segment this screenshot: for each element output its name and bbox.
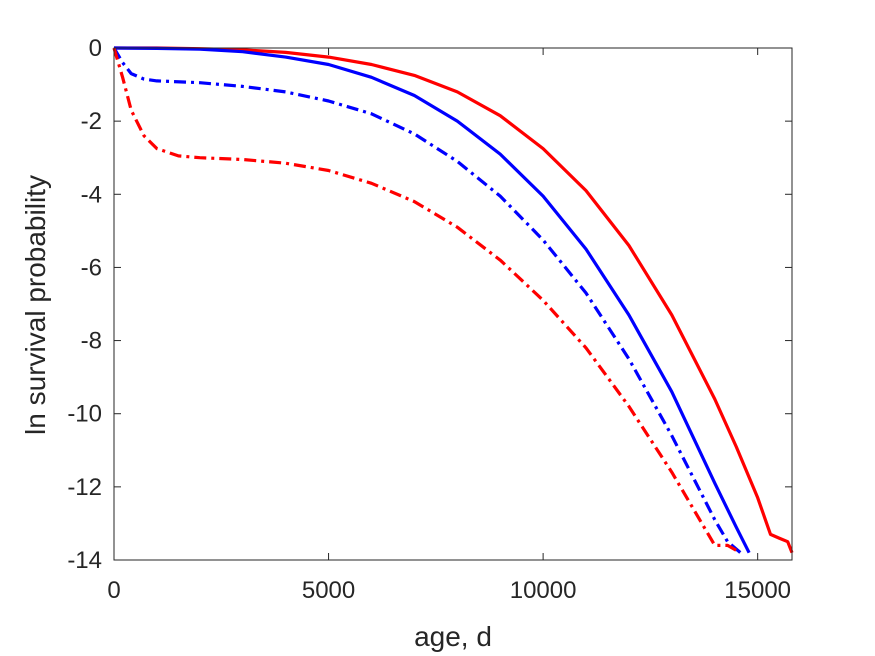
x-tick-label: 15000 bbox=[724, 577, 791, 604]
y-axis-title: ln survival probability bbox=[20, 175, 51, 435]
series-layer bbox=[112, 46, 794, 555]
series-line-1-solid bbox=[114, 46, 794, 554]
series-line-3-dashdot bbox=[112, 47, 742, 554]
axes-layer bbox=[113, 47, 793, 561]
y-tick-label: -4 bbox=[81, 181, 102, 208]
labels-layer: 0 5000 10000 15000 0 -2 -4 -6 -8 -10 -12 -14 bbox=[67, 35, 791, 604]
y-tick-label: -10 bbox=[67, 401, 102, 428]
y-tick-label: -8 bbox=[81, 328, 102, 355]
x-tick-label: 0 bbox=[107, 577, 120, 604]
series-line-4-dashdot bbox=[112, 47, 742, 555]
x-axis-title: age, d bbox=[414, 621, 492, 652]
x-tick-label: 5000 bbox=[302, 577, 355, 604]
series-line-2-solid bbox=[113, 46, 751, 554]
plot-area bbox=[114, 48, 792, 560]
y-tick-label: -14 bbox=[67, 547, 102, 574]
y-tick-label: 0 bbox=[89, 35, 102, 62]
axes-box bbox=[113, 47, 793, 561]
y-tick-label: -2 bbox=[81, 108, 102, 135]
y-tick-label: -12 bbox=[67, 474, 102, 501]
y-tick-label: -6 bbox=[81, 254, 102, 281]
x-tick-label: 10000 bbox=[510, 577, 577, 604]
